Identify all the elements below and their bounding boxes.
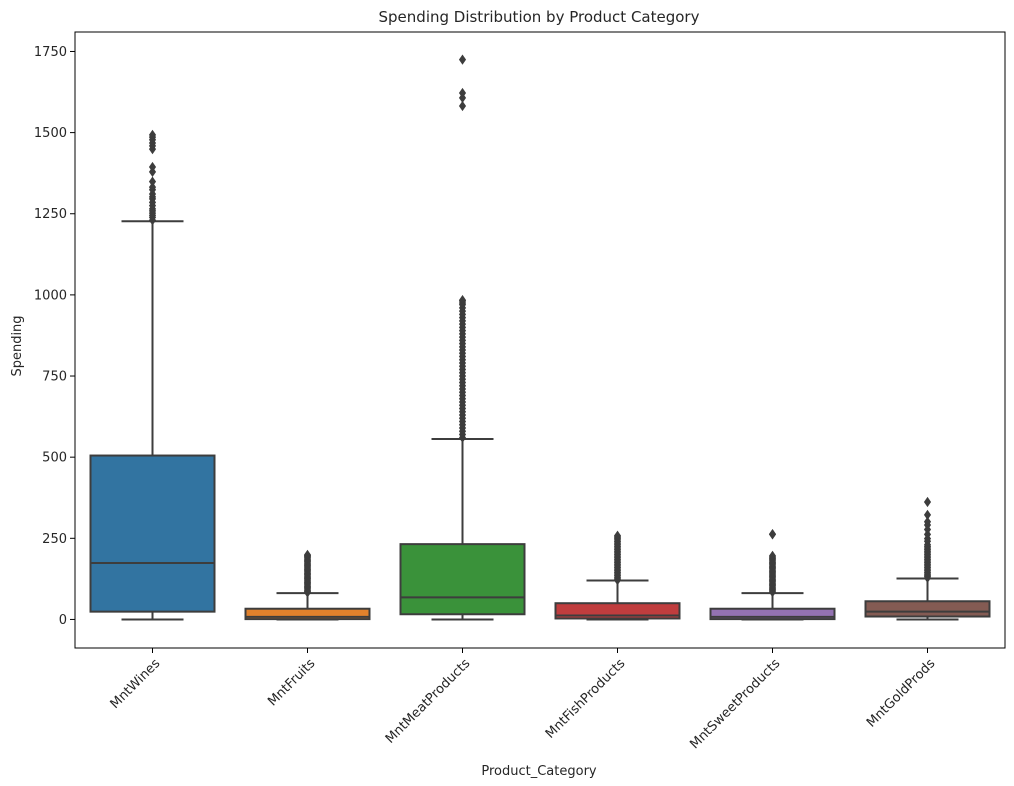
x-tick-label-mntwines: MntWines [108,656,164,712]
outlier-point [613,530,622,541]
x-tick-label-mntgoldprods: MntGoldProds [864,656,938,730]
axes: 0 250 500 750 1000 1250 1500 1750 MntWines MntFru… [34,31,1006,752]
outlier-point [458,100,467,112]
outlier-point [148,161,157,173]
box-mntwines [89,454,216,613]
x-axis-label: Product_Category [481,764,597,779]
box-group-mntfruits [244,549,371,621]
outlier-point [458,294,467,306]
y-tick-label: 500 [42,451,67,466]
outlier-point [923,516,932,527]
box-group-mntgoldprods [864,496,991,621]
outlier-point [148,129,157,141]
x-tick-label-mntmeatproducts: MntMeatProducts [383,656,474,747]
outlier-point [458,54,467,65]
outlier-point [458,87,467,99]
x-tick-label-mntfishproducts: MntFishProducts [543,656,629,742]
plot-frame [74,31,1006,649]
outlier-point [768,550,777,561]
box-mntmeatproducts [399,543,526,616]
box-mntsweetproducts [709,607,836,621]
y-tick-label: 250 [42,532,67,547]
box-group-mntfishproducts [554,530,681,621]
box-group-mntwines [89,129,216,621]
outlier-point [303,549,312,560]
box-mntfruits [244,607,371,621]
outlier-point [148,176,157,187]
outlier-point [923,496,932,508]
box-group-mntmeatproducts [399,54,526,621]
outlier-point [148,182,157,193]
y-axis-label: Spending [10,315,25,376]
x-tick-label-mntfruits: MntFruits [265,656,318,709]
y-tick-label: 1250 [34,207,67,222]
chart-title: Spending Distribution by Product Categor… [379,8,700,26]
outlier-point [923,509,932,521]
outlier-point [768,528,777,540]
x-tick-label-mntsweetproducts: MntSweetProducts [687,656,783,752]
box-group-mntsweetproducts [709,528,836,621]
y-tick-label: 1500 [34,126,67,141]
plot-area [89,54,991,621]
box-mntgoldprods [864,600,991,618]
y-tick-label: 1750 [34,45,67,60]
y-tick-label: 0 [59,613,67,628]
y-tick-label: 1000 [34,288,67,303]
y-tick-label: 750 [42,370,67,385]
